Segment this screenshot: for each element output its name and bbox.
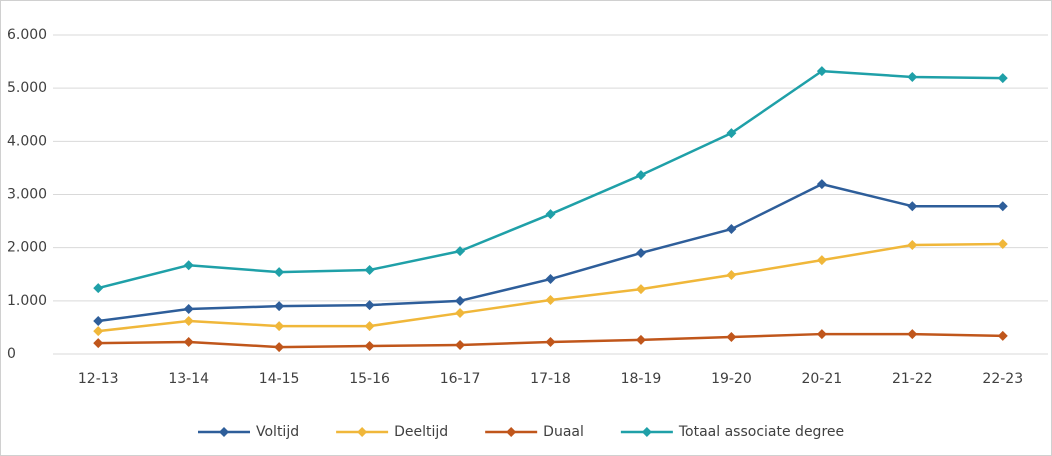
data-point [183, 304, 194, 315]
data-point [93, 316, 104, 327]
data-point [635, 334, 646, 345]
data-point [907, 329, 918, 340]
legend-label: Duaal [543, 424, 584, 440]
legend-label: Totaal associate degree [678, 424, 844, 440]
x-tick-label: 17-18 [530, 371, 571, 387]
data-point [635, 247, 646, 258]
x-tick-label: 22-23 [982, 371, 1023, 387]
legend-marker [506, 427, 517, 437]
legend-marker [357, 427, 368, 437]
data-point [997, 201, 1008, 212]
y-tick-label: 6.000 [7, 27, 47, 43]
data-point [816, 329, 827, 340]
data-point [907, 72, 918, 83]
y-tick-label: 0 [7, 346, 16, 362]
data-point [364, 300, 375, 311]
x-tick-label: 19-20 [711, 371, 752, 387]
legend-label: Voltijd [256, 424, 299, 440]
data-point [364, 321, 375, 332]
data-point [726, 128, 737, 139]
data-point [907, 240, 918, 251]
data-point [726, 224, 737, 235]
x-tick-label: 13-14 [168, 371, 209, 387]
data-point [93, 283, 104, 294]
x-tick-label: 16-17 [440, 371, 481, 387]
data-point [455, 295, 466, 306]
data-point [183, 337, 194, 348]
data-point [274, 267, 285, 278]
data-point [816, 255, 827, 266]
x-tick-label: 14-15 [259, 371, 300, 387]
data-point [816, 66, 827, 77]
y-tick-label: 5.000 [7, 80, 47, 96]
data-point [726, 270, 737, 281]
data-point [545, 295, 556, 306]
data-point [274, 342, 285, 353]
data-point [997, 330, 1008, 341]
data-point [545, 274, 556, 285]
y-tick-label: 4.000 [7, 133, 47, 149]
data-point [997, 73, 1008, 84]
x-tick-label: 21-22 [892, 371, 933, 387]
data-point [997, 238, 1008, 249]
x-tick-label: 20-21 [802, 371, 843, 387]
data-point [364, 341, 375, 352]
data-point [93, 338, 104, 349]
data-point [183, 260, 194, 271]
x-tick-label: 12-13 [78, 371, 119, 387]
x-tick-label: 15-16 [349, 371, 390, 387]
data-point [364, 264, 375, 275]
data-point [455, 339, 466, 350]
y-tick-label: 1.000 [7, 293, 47, 309]
data-point [274, 301, 285, 312]
data-point [726, 331, 737, 342]
legend-label: Deeltijd [394, 424, 448, 440]
data-point [274, 321, 285, 332]
data-point [545, 209, 556, 220]
data-point [183, 316, 194, 327]
legend-marker [219, 427, 229, 437]
data-point [455, 246, 466, 257]
data-point [455, 308, 466, 319]
legend-marker [641, 427, 652, 437]
y-tick-label: 3.000 [7, 187, 47, 203]
data-point [907, 201, 918, 212]
data-point [635, 284, 646, 295]
data-point [816, 179, 827, 190]
x-tick-label: 18-19 [621, 371, 662, 387]
y-tick-label: 2.000 [7, 240, 47, 256]
data-point [93, 326, 104, 337]
data-point [545, 337, 556, 348]
data-point [635, 170, 646, 181]
